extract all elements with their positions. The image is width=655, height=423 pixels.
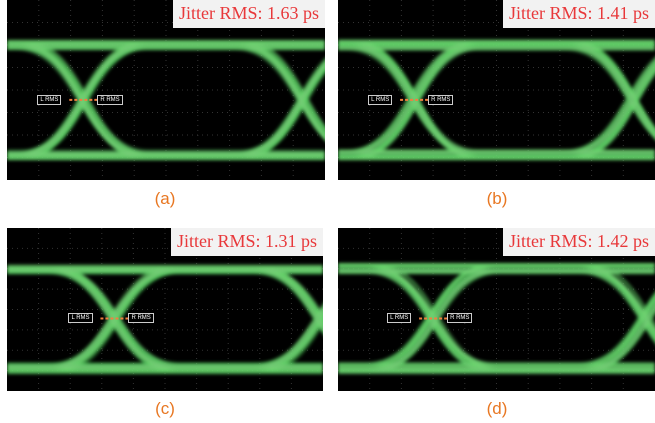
panel-caption: (c): [135, 399, 195, 419]
right-rms-marker: R RMS: [128, 313, 153, 323]
jitter-label: Jitter RMS: 1.31 ps: [171, 228, 323, 256]
left-rms-marker: L RMS: [68, 313, 92, 323]
eye-trace: [338, 273, 655, 366]
left-rms-marker: L RMS: [368, 95, 392, 105]
eye-diagram-panel: L RMS R RMS Jitter RMS: 1.63 ps: [7, 0, 325, 180]
panel-caption: (b): [467, 189, 527, 209]
eye-traces: [7, 266, 323, 373]
eye-trace: [7, 272, 323, 372]
eye-trace: [7, 268, 323, 365]
eye-trace: [7, 271, 323, 372]
eye-trace: [7, 269, 323, 370]
figure: L RMS R RMS Jitter RMS: 1.63 ps (a) L RMS R R…: [0, 0, 655, 423]
jitter-label: Jitter RMS: 1.42 ps: [503, 228, 655, 256]
eye-trace: [7, 272, 323, 373]
jitter-label: Jitter RMS: 1.63 ps: [173, 0, 325, 28]
panel-caption: (d): [467, 399, 527, 419]
right-rms-marker: R RMS: [97, 95, 122, 105]
eye-trace: [7, 266, 323, 370]
eye-trace: [7, 270, 323, 365]
eye-trace: [7, 271, 323, 370]
eye-diagram-panel: L RMS R RMS Jitter RMS: 1.42 ps: [338, 228, 655, 391]
eye-diagram-panel: L RMS R RMS Jitter RMS: 1.31 ps: [7, 228, 323, 391]
left-rms-marker: L RMS: [387, 313, 411, 323]
left-rms-marker: L RMS: [37, 95, 61, 105]
eye-trace: [7, 266, 323, 367]
eye-diagram-panel: L RMS R RMS Jitter RMS: 1.41 ps: [338, 0, 655, 180]
right-rms-marker: R RMS: [428, 95, 453, 105]
panel-caption: (a): [135, 189, 195, 209]
jitter-label: Jitter RMS: 1.41 ps: [503, 0, 655, 28]
right-rms-marker: R RMS: [447, 313, 472, 323]
